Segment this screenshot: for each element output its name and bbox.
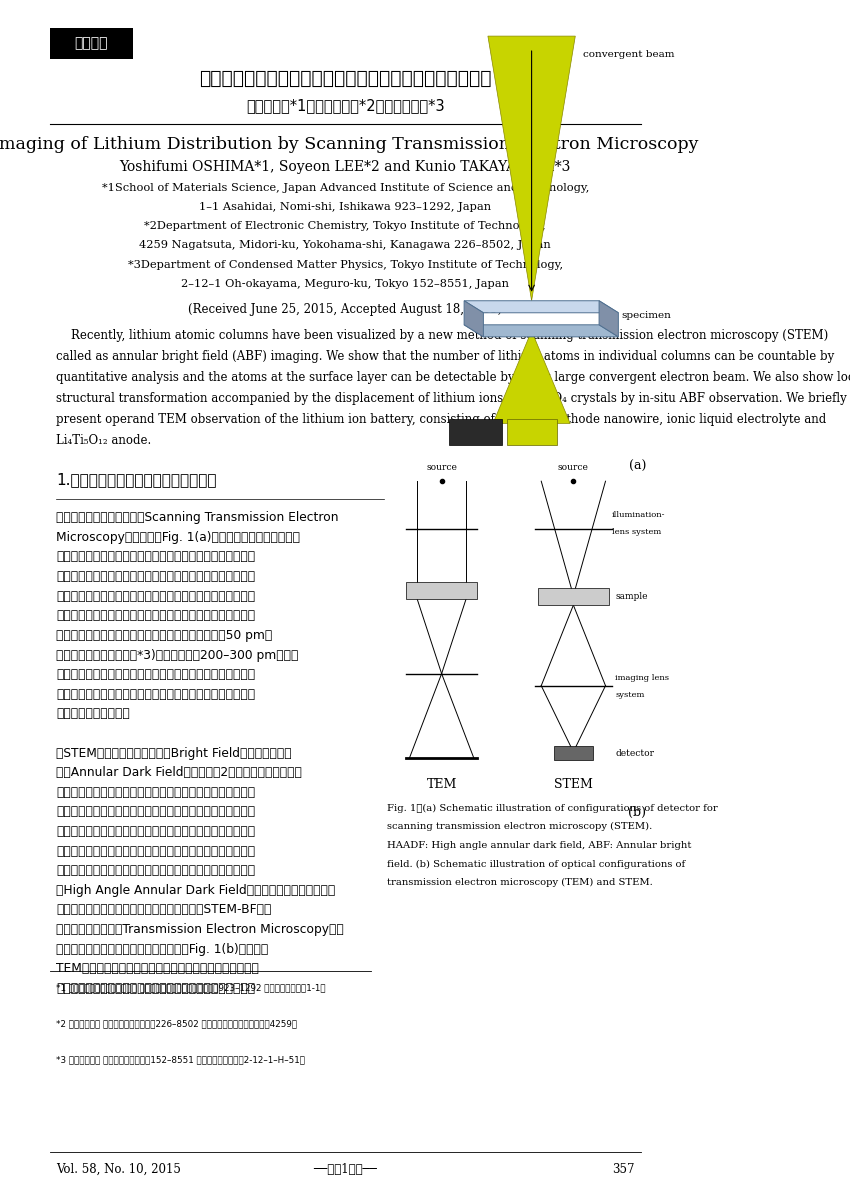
Text: 1.　走査型透過電子顕微鏡法について: 1. 走査型透過電子顕微鏡法について bbox=[56, 473, 217, 487]
Text: scanning transmission electron microscopy (STEM).: scanning transmission electron microscop… bbox=[387, 823, 652, 831]
Polygon shape bbox=[464, 325, 618, 337]
Text: TEM: TEM bbox=[427, 778, 456, 790]
Text: 透過型電子顕微鏡（Transmission Electron Microscopy）法: 透過型電子顕微鏡（Transmission Electron Microscop… bbox=[56, 923, 343, 936]
Polygon shape bbox=[464, 301, 484, 337]
Text: 散乱した電子波を結像レンズによって結像させて顕微鏡像を: 散乱した電子波を結像レンズによって結像させて顕微鏡像を bbox=[56, 982, 255, 995]
FancyBboxPatch shape bbox=[554, 746, 592, 760]
Polygon shape bbox=[488, 36, 575, 301]
Text: る。「環状」とは，試料よりコーン状に散乱した成分を検出: る。「環状」とは，試料よりコーン状に散乱した成分を検出 bbox=[56, 825, 255, 838]
Text: lens system: lens system bbox=[612, 528, 661, 535]
Text: 切るところまできている*3)。原子半径が200–300 pm程度で: 切るところまできている*3)。原子半径が200–300 pm程度で bbox=[56, 648, 298, 662]
Polygon shape bbox=[599, 301, 618, 337]
Text: detector: detector bbox=[615, 748, 654, 758]
Text: 357: 357 bbox=[612, 1163, 634, 1175]
Text: 大島　義文*1・李　　少淵*2・高柳　邦夫*3: 大島 義文*1・李 少淵*2・高柳 邦夫*3 bbox=[246, 99, 445, 113]
Text: Microscopy）法とは，Fig. 1(a)に示すように，集束レンズ: Microscopy）法とは，Fig. 1(a)に示すように，集束レンズ bbox=[56, 531, 300, 544]
Text: source: source bbox=[558, 463, 589, 472]
Text: transmission electron microscopy (TEM) and STEM.: transmission electron microscopy (TEM) a… bbox=[387, 878, 653, 888]
Text: かにできるだけでなく，局所電子状態も明らかにできるため: かにできるだけでなく，局所電子状態も明らかにできるため bbox=[56, 688, 255, 701]
Text: によって細く絞った電子線プローブを試料上で走査し，試料: によって細く絞った電子線プローブを試料上で走査し，試料 bbox=[56, 551, 255, 563]
Text: 1–1 Asahidai, Nomi-shi, Ishikawa 923–1292, Japan: 1–1 Asahidai, Nomi-shi, Ishikawa 923–129… bbox=[199, 202, 491, 212]
Text: quantitative analysis and the atoms at the surface layer can be detectable by us: quantitative analysis and the atoms at t… bbox=[56, 372, 850, 384]
Text: 野（Annular Dark Field）法という2つの方法がある。前者: 野（Annular Dark Field）法という2つの方法がある。前者 bbox=[56, 766, 302, 780]
FancyBboxPatch shape bbox=[538, 588, 609, 605]
Text: *2Department of Electronic Chemistry, Tokyo Institute of Technology,: *2Department of Electronic Chemistry, To… bbox=[144, 221, 546, 231]
Text: うに最も用いられている手法である。一方，STEM-BF法と: うに最も用いられている手法である。一方，STEM-BF法と bbox=[56, 903, 271, 917]
Polygon shape bbox=[464, 301, 618, 313]
Text: Recently, lithium atomic columns have been visualized by a new method of scannin: Recently, lithium atomic columns have be… bbox=[56, 330, 828, 342]
Text: 走査型透過電子顕微鏡によるリチウム分布のイメージング: 走査型透過電子顕微鏡によるリチウム分布のイメージング bbox=[199, 69, 491, 88]
Text: *3Department of Condensed Matter Physics, Tokyo Institute of Technology,: *3Department of Condensed Matter Physics… bbox=[128, 260, 563, 269]
Text: (a): (a) bbox=[629, 461, 646, 473]
Text: Vol. 58, No. 10, 2015: Vol. 58, No. 10, 2015 bbox=[56, 1163, 181, 1175]
Text: 大変注目されている。: 大変注目されている。 bbox=[56, 707, 130, 721]
Text: structural transformation accompanied by the displacement of lithium ions for Li: structural transformation accompanied by… bbox=[56, 392, 847, 405]
Text: Li₄Ti₅O₁₂ anode.: Li₄Ti₅O₁₂ anode. bbox=[56, 434, 151, 448]
Text: により，このプローブ径が格段に細くなっており，50 pmを: により，このプローブ径が格段に細くなっており，50 pmを bbox=[56, 629, 272, 642]
Text: STEM: STEM bbox=[554, 778, 592, 790]
Text: source: source bbox=[426, 463, 457, 472]
Text: 出しており，後者は，より高角に散乱した成分を検出してい: 出しており，後者は，より高角に散乱した成分を検出してい bbox=[56, 805, 255, 818]
Text: Imaging of Lithium Distribution by Scanning Transmission Electron Microscopy: Imaging of Lithium Distribution by Scann… bbox=[0, 136, 699, 153]
FancyBboxPatch shape bbox=[507, 419, 558, 445]
Text: system: system bbox=[615, 692, 644, 699]
Polygon shape bbox=[493, 331, 570, 423]
Text: HAADF: High angle annular dark field, ABF: Annular bright: HAADF: High angle annular dark field, AB… bbox=[387, 841, 691, 849]
Text: convergent beam: convergent beam bbox=[583, 49, 675, 59]
Text: present operand TEM observation of the lithium ion battery, consisting of LiMn₂O: present operand TEM observation of the l… bbox=[56, 414, 826, 426]
Text: illumination-: illumination- bbox=[612, 511, 666, 518]
Text: *3 東京工業大学 物性物理学専攻（〒152–8551 東京都目黒区大岡山2-12–1–H–51）: *3 東京工業大学 物性物理学専攻（〒152–8551 東京都目黒区大岡山2-1… bbox=[56, 1055, 305, 1063]
Text: (Received June 25, 2015, Accepted August 18, 2015): (Received June 25, 2015, Accepted August… bbox=[188, 303, 502, 315]
Text: に，高角度に散乱した波を検出する方法は，高角環状暗視野: に，高角度に散乱した波を検出する方法は，高角環状暗視野 bbox=[56, 864, 255, 877]
Text: あることから，この手法は，原子スケールで局所構造が明ら: あることから，この手法は，原子スケールで局所構造が明ら bbox=[56, 668, 255, 681]
Text: Yoshifumi OSHIMA*1, Soyeon LEE*2 and Kunio TAKAYANAGI*3: Yoshifumi OSHIMA*1, Soyeon LEE*2 and Kun… bbox=[120, 160, 571, 174]
Text: 各点で生じた散乱波（透過波）を検出することによって顕微: 各点で生じた散乱波（透過波）を検出することによって顕微 bbox=[56, 570, 255, 583]
Text: 4259 Nagatsuta, Midori-ku, Yokohama-shi, Kanagawa 226–8502, Japan: 4259 Nagatsuta, Midori-ku, Yokohama-shi,… bbox=[139, 241, 551, 250]
Text: Fig. 1　(a) Schematic illustration of configurations of detector for: Fig. 1 (a) Schematic illustration of con… bbox=[387, 804, 717, 813]
Text: STEM法には，主に明視野（Bright Field）法と環状暗視: STEM法には，主に明視野（Bright Field）法と環状暗視 bbox=[56, 747, 292, 759]
Text: (b): (b) bbox=[628, 806, 646, 818]
Text: imaging lens: imaging lens bbox=[615, 675, 669, 682]
Text: 解　　説: 解 説 bbox=[75, 36, 108, 51]
Text: の問には，相反定理が成り立っている（Fig. 1(b)参照）。: の問には，相反定理が成り立っている（Fig. 1(b)参照）。 bbox=[56, 943, 269, 955]
Text: HAADF: HAADF bbox=[457, 427, 490, 437]
Text: 走査型透過電子顕微鏡（Scanning Transmission Electron: 走査型透過電子顕微鏡（Scanning Transmission Electro… bbox=[56, 511, 338, 525]
Text: TEM法の場合，ほぼ平行な電子線を試料に照射し，試料で: TEM法の場合，ほぼ平行な電子線を試料に照射し，試料で bbox=[56, 962, 259, 976]
Text: *1 北陸先端科学技術大学院大学 マテリアルサイエンス研究科（〒923–1292 石川県能美市旭台1-1）: *1 北陸先端科学技術大学院大学 マテリアルサイエンス研究科（〒923–1292… bbox=[56, 983, 326, 991]
Text: *1School of Materials Science, Japan Advanced Institute of Science and Technolog: *1School of Materials Science, Japan Adv… bbox=[101, 183, 589, 192]
Text: ABF: ABF bbox=[523, 427, 541, 437]
Text: sample: sample bbox=[615, 592, 648, 602]
Text: 鏡像を得る手法である。空間分解能は，一般的に，収束した: 鏡像を得る手法である。空間分解能は，一般的に，収束した bbox=[56, 589, 255, 603]
Text: *2 東京工業大学 物質電子化学専攻（〒226–8502 神奈川県横浜市緑区長津田町4259）: *2 東京工業大学 物質電子化学専攻（〒226–8502 神奈川県横浜市緑区長津… bbox=[56, 1019, 298, 1027]
FancyBboxPatch shape bbox=[406, 582, 477, 599]
Text: （High Angle Annular Dark Field）法と呼ばれ，後述するよ: （High Angle Annular Dark Field）法と呼ばれ，後述す… bbox=[56, 884, 335, 897]
Text: は，試料から散乱された波からはほ光学幅に平行な成分を検: は，試料から散乱された波からはほ光学幅に平行な成分を検 bbox=[56, 786, 255, 799]
Text: 電子線のプローブ径で決まる。近年，収差補正装置の実用化: 電子線のプローブ径で決まる。近年，収差補正装置の実用化 bbox=[56, 609, 255, 622]
Text: するために用いているドーナツ状の検出器のことを指す。特: するために用いているドーナツ状の検出器のことを指す。特 bbox=[56, 845, 255, 858]
Text: called as annular bright field (ABF) imaging. We show that the number of lithium: called as annular bright field (ABF) ima… bbox=[56, 350, 834, 363]
Text: field. (b) Schematic illustration of optical configurations of: field. (b) Schematic illustration of opt… bbox=[387, 860, 685, 869]
Text: ──（　1　）──: ──（ 1 ）── bbox=[314, 1163, 377, 1175]
Text: specimen: specimen bbox=[621, 310, 672, 320]
Text: 2–12–1 Oh-okayama, Meguro-ku, Tokyo 152–8551, Japan: 2–12–1 Oh-okayama, Meguro-ku, Tokyo 152–… bbox=[181, 279, 509, 289]
FancyBboxPatch shape bbox=[450, 419, 502, 445]
FancyBboxPatch shape bbox=[49, 28, 133, 59]
